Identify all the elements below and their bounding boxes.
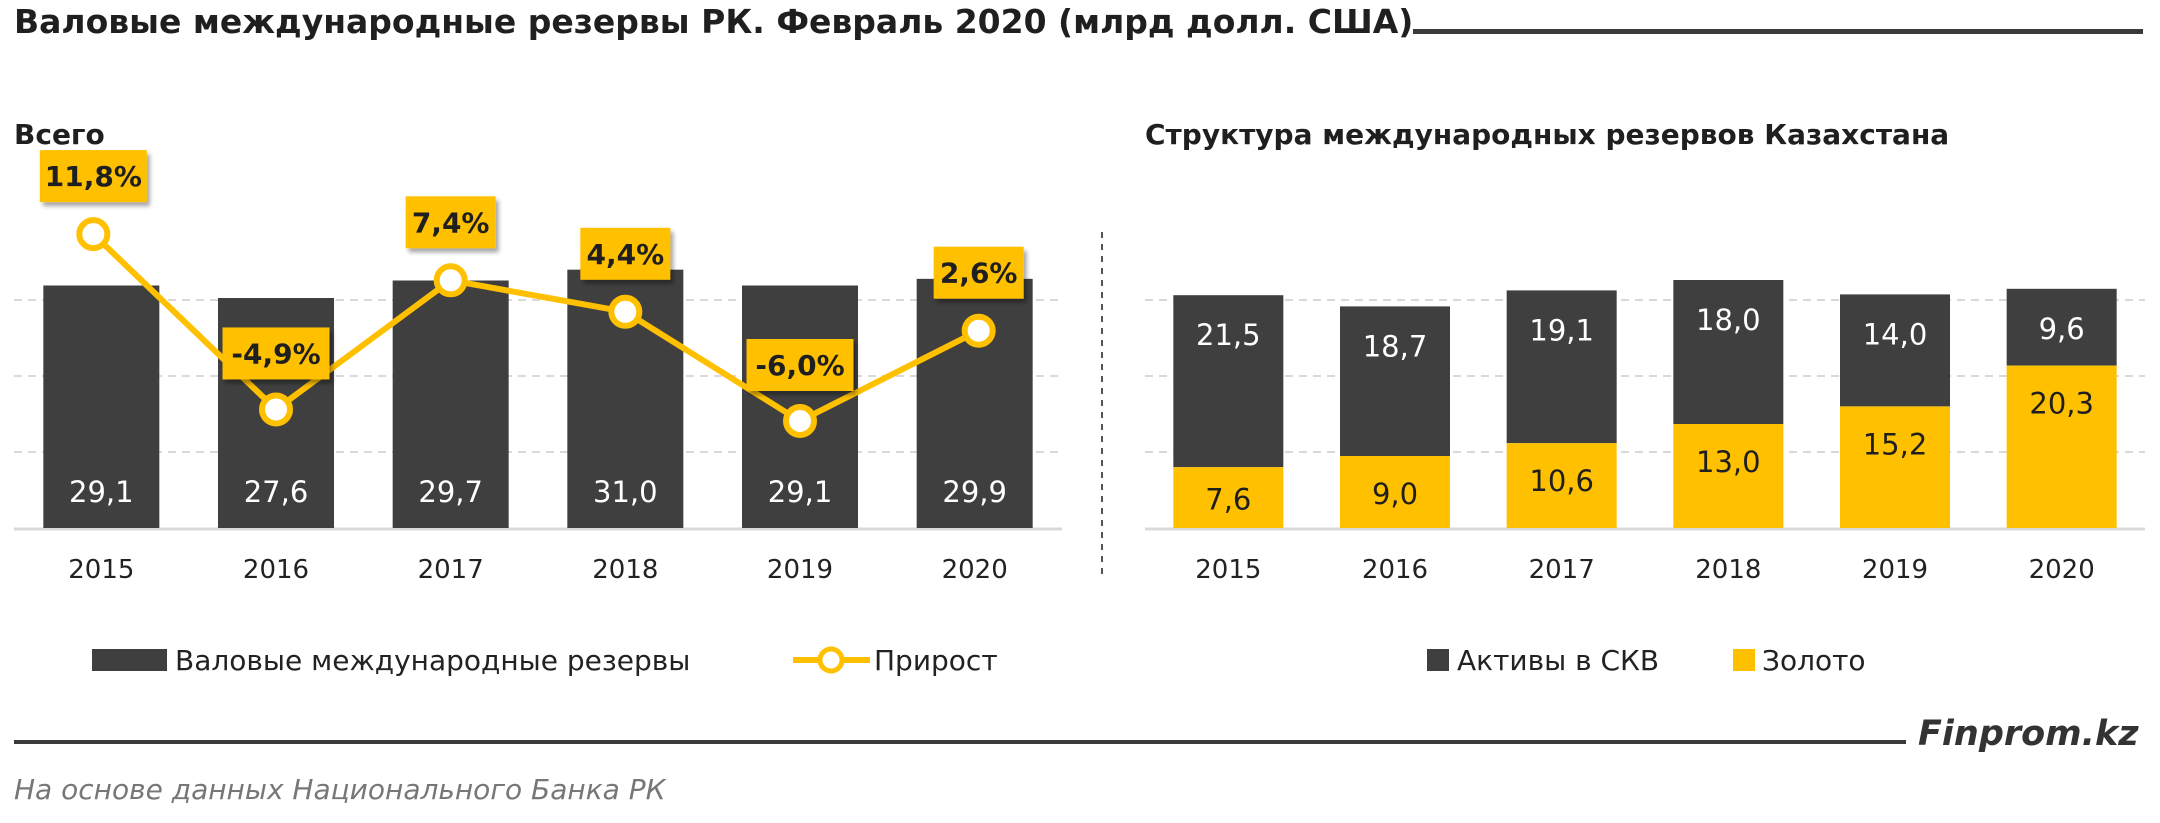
x-tick-label: 2019: [1862, 555, 1928, 585]
growth-label-box: [39, 150, 147, 203]
x-tick-label: 2015: [1195, 555, 1261, 585]
bar-value-label: 29,9: [942, 475, 1007, 509]
gold-value-label: 20,3: [2029, 387, 2094, 421]
growth-label-box: [405, 196, 496, 249]
bar-value-label: 29,7: [418, 475, 483, 509]
x-tick-label: 2015: [68, 555, 134, 585]
legend-label-line: Прирост: [874, 644, 998, 677]
legend-swatch-marker: [817, 646, 845, 674]
growth-value-label: 4,4%: [587, 238, 665, 271]
fx-value-label: 19,1: [1529, 313, 1594, 347]
growth-label-box: [580, 227, 671, 280]
right-chart: 21,5 7,6 2015 18,7 9,0 2016 19,1 10,6 2017 18,0 13…: [1145, 280, 2145, 677]
bar-gold-2015: [1173, 467, 1284, 528]
growth-value-label: 7,4%: [412, 206, 490, 239]
fx-value-label: 21,5: [1196, 318, 1261, 352]
x-tick-label: 2016: [1362, 555, 1428, 585]
growth-value-label: 2,6%: [940, 257, 1018, 290]
bar-value-label: 27,6: [244, 475, 309, 509]
bar-value-label: 29,1: [768, 475, 833, 509]
legend-swatch-fx: [1427, 649, 1449, 671]
footer-rule: [14, 740, 1906, 744]
bar-gold-2020: [2006, 365, 2117, 528]
bar-2017: [392, 280, 509, 528]
growth-point: [783, 404, 817, 438]
source-note: На основе данных Национального Банка РК: [14, 773, 666, 806]
bar-fx-2015: [1173, 295, 1284, 468]
bar-gold-2018: [1673, 424, 1784, 528]
fx-value-label: 14,0: [1863, 317, 1928, 351]
growth-point: [608, 294, 643, 329]
x-tick-label: 2017: [418, 555, 484, 585]
gold-value-label: 10,6: [1529, 464, 1594, 498]
growth-label-box: [933, 246, 1024, 299]
growth-line: [91, 231, 981, 424]
bar-fx-2017: [1506, 290, 1617, 444]
legend-label-gold: Золото: [1762, 644, 1866, 677]
legend-swatch-bars: [92, 649, 167, 671]
right-chart-title: Структура международных резервов Казахст…: [1145, 118, 1950, 151]
bar-value-label: 31,0: [593, 475, 658, 509]
growth-point: [76, 217, 111, 252]
brand-logo-text: Finprom.kz: [1918, 714, 2139, 754]
x-tick-label: 2016: [243, 555, 309, 585]
bar-gold-2019: [1840, 406, 1950, 528]
bar-fx-2019: [1840, 294, 1950, 407]
page-title: Валовые международные резервы РК. Феврал…: [14, 2, 1414, 41]
gold-value-label: 13,0: [1696, 445, 1761, 479]
x-tick-label: 2020: [2029, 555, 2095, 585]
fx-value-label: 18,0: [1696, 303, 1761, 337]
gold-value-label: 15,2: [1863, 427, 1928, 461]
gold-value-label: 9,0: [1372, 477, 1418, 511]
bar-fx-2020: [2006, 288, 2117, 366]
growth-value-label: -4,9%: [231, 337, 320, 370]
growth-value-label: -6,0%: [755, 349, 844, 382]
left-chart: 29,1 2015 27,6 2016 29,7 2017 31,0 2018 29,1 2019…: [14, 150, 1062, 677]
x-tick-label: 2017: [1529, 555, 1595, 585]
x-tick-label: 2020: [942, 555, 1008, 585]
x-tick-label: 2018: [1695, 555, 1761, 585]
x-tick-label: 2018: [592, 555, 658, 585]
growth-point: [433, 263, 468, 298]
gold-value-label: 7,6: [1205, 483, 1251, 517]
bar-gold-2017: [1506, 443, 1617, 528]
bar-2015: [43, 285, 160, 528]
growth-label-box: [222, 327, 330, 380]
legend-swatch-gold: [1733, 649, 1755, 671]
bar-gold-2016: [1340, 456, 1450, 528]
title-rule: [1413, 29, 2143, 34]
legend-label-bars: Валовые международные резервы: [175, 644, 690, 677]
growth-label-box: [746, 339, 854, 391]
growth-point: [259, 392, 293, 427]
left-chart-title: Всего: [14, 118, 105, 151]
x-tick-label: 2019: [767, 555, 833, 585]
growth-point: [961, 313, 996, 348]
bar-fx-2016: [1340, 306, 1450, 456]
fx-value-label: 9,6: [2039, 312, 2085, 346]
growth-value-label: 11,8%: [45, 160, 142, 193]
bar-value-label: 29,1: [69, 475, 134, 509]
fx-value-label: 18,7: [1363, 329, 1428, 363]
bar-fx-2018: [1673, 280, 1784, 424]
legend-label-fx: Активы в СКВ: [1457, 644, 1659, 677]
